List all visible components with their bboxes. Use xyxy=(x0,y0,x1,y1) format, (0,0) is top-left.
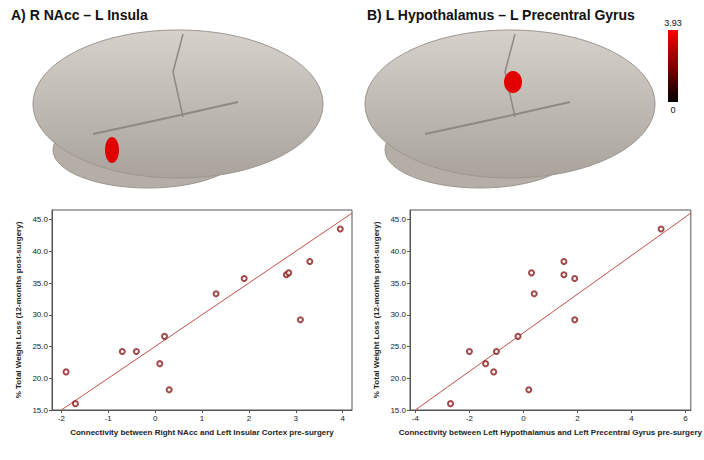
svg-text:20.0: 20.0 xyxy=(390,374,406,383)
svg-text:45.0: 45.0 xyxy=(390,215,406,224)
svg-text:4: 4 xyxy=(340,414,345,423)
svg-text:45.0: 45.0 xyxy=(32,215,48,224)
svg-text:35.0: 35.0 xyxy=(32,279,48,288)
svg-text:15.0: 15.0 xyxy=(32,406,48,415)
svg-text:-2: -2 xyxy=(58,414,66,423)
svg-text:Connectivity between Right NAc: Connectivity between Right NAcc and Left… xyxy=(70,428,334,437)
svg-text:Connectivity between Left Hypo: Connectivity between Left Hypothalamus a… xyxy=(399,428,703,437)
svg-text:% Total Weight Loss (12-months: % Total Weight Loss (12-months post-surg… xyxy=(14,221,23,398)
svg-text:3: 3 xyxy=(294,414,299,423)
svg-text:B) L Hypothalamus – L Precentr: B) L Hypothalamus – L Precentral Gyrus xyxy=(367,7,635,23)
svg-text:30.0: 30.0 xyxy=(32,310,48,319)
svg-text:3.93: 3.93 xyxy=(664,18,682,28)
svg-text:2: 2 xyxy=(575,414,580,423)
svg-text:A) R NAcc – L Insula: A) R NAcc – L Insula xyxy=(11,7,148,23)
svg-text:-2: -2 xyxy=(466,414,474,423)
svg-text:1: 1 xyxy=(200,414,205,423)
svg-text:35.0: 35.0 xyxy=(390,279,406,288)
svg-text:30.0: 30.0 xyxy=(390,310,406,319)
svg-text:4: 4 xyxy=(629,414,634,423)
svg-text:20.0: 20.0 xyxy=(32,374,48,383)
svg-text:40.0: 40.0 xyxy=(32,247,48,256)
svg-text:25.0: 25.0 xyxy=(32,342,48,351)
svg-text:0: 0 xyxy=(670,105,675,115)
svg-text:0: 0 xyxy=(521,414,526,423)
svg-text:15.0: 15.0 xyxy=(390,406,406,415)
svg-text:% Total Weight Loss (12-months: % Total Weight Loss (12-months post-surg… xyxy=(372,221,381,398)
svg-text:-1: -1 xyxy=(105,414,113,423)
svg-text:0: 0 xyxy=(153,414,158,423)
svg-text:25.0: 25.0 xyxy=(390,342,406,351)
svg-text:6: 6 xyxy=(683,414,688,423)
svg-text:-4: -4 xyxy=(412,414,420,423)
svg-text:2: 2 xyxy=(247,414,252,423)
svg-text:40.0: 40.0 xyxy=(390,247,406,256)
